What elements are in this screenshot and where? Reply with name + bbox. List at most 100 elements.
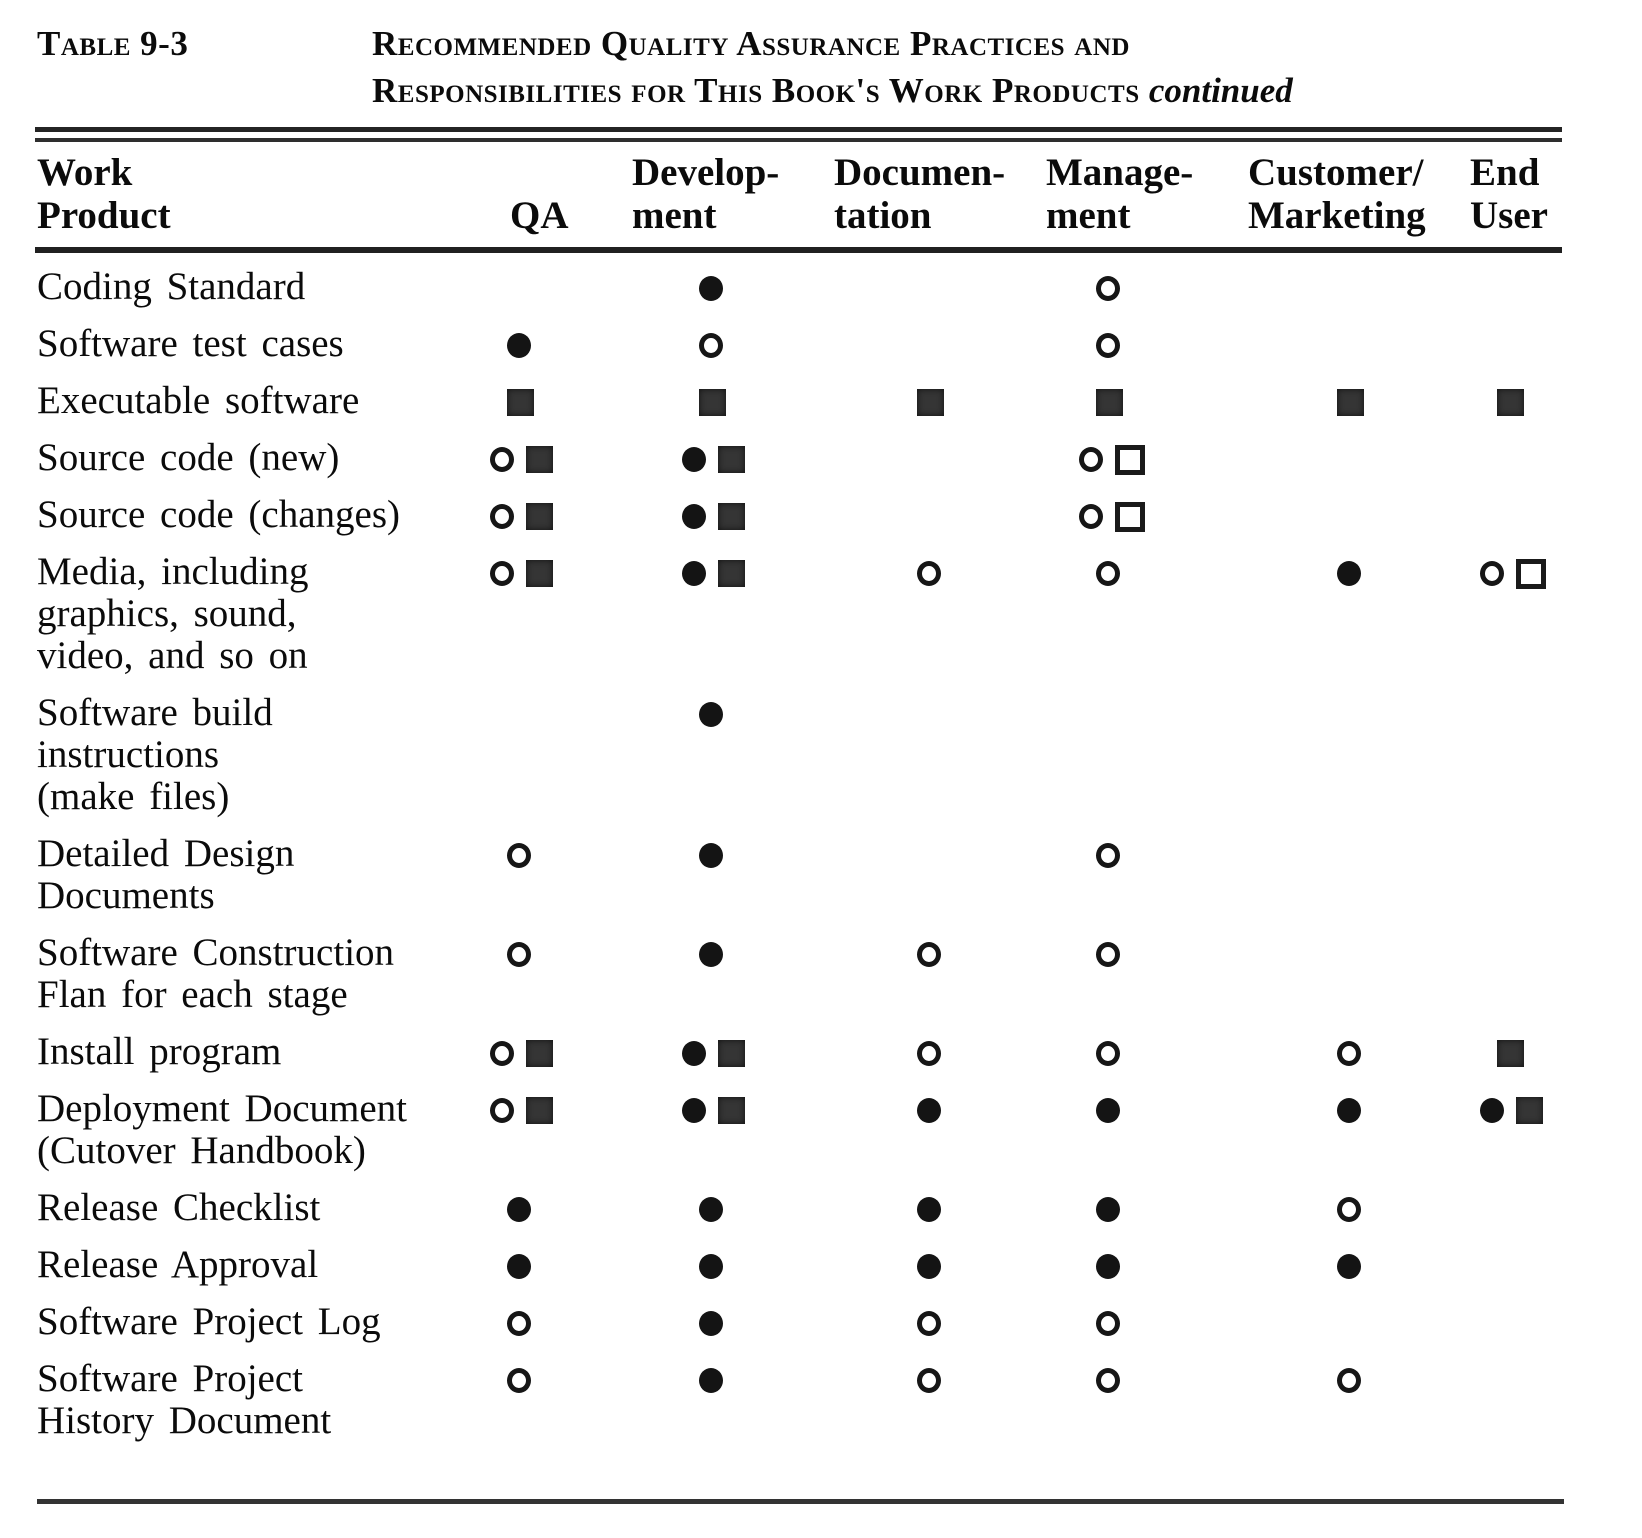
table-row: Source code (changes) xyxy=(0,494,1642,536)
cell-management xyxy=(1010,692,1210,818)
open-circle-icon xyxy=(1096,1041,1120,1066)
filled-circle-icon xyxy=(682,504,706,529)
table-title-line2-text: Responsibilities for This Book's Work Pr… xyxy=(372,71,1140,110)
filled-square-icon xyxy=(526,503,553,530)
cell-qa xyxy=(460,1358,610,1442)
open-circle-icon xyxy=(1480,561,1504,586)
open-circle-icon xyxy=(1337,1197,1361,1222)
filled-square-icon xyxy=(526,446,553,473)
cell-end-user xyxy=(1440,266,1642,308)
table-body: Coding Standard Software test cases Execut… xyxy=(0,253,1642,1442)
work-product-label-line: (make files) xyxy=(37,775,230,818)
cell-qa xyxy=(460,266,610,308)
column-header-line: Marketing xyxy=(1248,194,1426,237)
work-product-label: Executable software xyxy=(0,380,460,422)
cell-development xyxy=(610,1301,800,1343)
table-row: Deployment Document (Cutover Handbook) xyxy=(0,1088,1642,1172)
table-title-continued: continued xyxy=(1148,71,1293,110)
table-row: Detailed Design Documents xyxy=(0,833,1642,917)
open-circle-icon xyxy=(1337,1368,1361,1393)
table-row: Software build instructions (make files) xyxy=(0,692,1642,818)
table-caption: Table 9-3 Recommended Quality Assurance … xyxy=(0,20,1642,114)
cell-management xyxy=(1010,1031,1210,1073)
column-header-line: Manage- xyxy=(1046,151,1194,194)
cell-end-user xyxy=(1440,692,1642,818)
filled-circle-icon xyxy=(507,333,531,358)
work-product-label-line: (Cutover Handbook) xyxy=(37,1129,366,1172)
cell-end-user xyxy=(1440,380,1642,422)
cell-end-user xyxy=(1440,1358,1642,1442)
table-bottom-rule xyxy=(37,1499,1564,1504)
open-circle-icon xyxy=(917,1311,941,1336)
column-header-line: Work xyxy=(37,151,133,194)
filled-circle-icon xyxy=(1337,1254,1361,1279)
filled-square-icon xyxy=(507,389,534,416)
open-circle-icon xyxy=(490,561,514,586)
open-circle-icon xyxy=(490,1098,514,1123)
cell-development xyxy=(610,1244,800,1286)
work-product-label-line: Deployment Document xyxy=(37,1087,407,1130)
cell-development xyxy=(610,266,800,308)
open-circle-icon xyxy=(917,561,941,586)
work-product-label: Software Project Log xyxy=(0,1301,460,1343)
table-row: Release Checklist xyxy=(0,1187,1642,1229)
filled-circle-icon xyxy=(699,1368,723,1393)
work-product-label: Software Project History Document xyxy=(0,1358,460,1442)
filled-square-icon xyxy=(526,1040,553,1067)
cell-customer-marketing xyxy=(1210,932,1440,1016)
cell-management xyxy=(1010,380,1210,422)
cell-management xyxy=(1010,437,1210,479)
cell-qa xyxy=(460,692,610,818)
open-circle-icon xyxy=(1337,1041,1361,1066)
cell-documentation xyxy=(800,266,1010,308)
cell-management xyxy=(1010,494,1210,536)
filled-circle-icon xyxy=(699,942,723,967)
cell-customer-marketing xyxy=(1210,437,1440,479)
work-product-label: Release Approval xyxy=(0,1244,460,1286)
work-product-label: Software Construction Flan for each stage xyxy=(0,932,460,1016)
table-top-rule xyxy=(35,127,1562,142)
cell-qa xyxy=(460,833,610,917)
open-circle-icon xyxy=(507,1311,531,1336)
work-product-label: Software test cases xyxy=(0,323,460,365)
filled-square-icon xyxy=(1516,1097,1543,1124)
column-header-line: End xyxy=(1470,151,1540,194)
column-header-development: Develop-ment xyxy=(610,151,800,237)
work-product-label: Source code (changes) xyxy=(0,494,460,536)
work-product-label-line: Detailed Design xyxy=(37,832,295,875)
cell-qa xyxy=(460,494,610,536)
cell-end-user xyxy=(1440,1031,1642,1073)
cell-customer-marketing xyxy=(1210,266,1440,308)
table-row: Release Approval xyxy=(0,1244,1642,1286)
cell-management xyxy=(1010,833,1210,917)
open-circle-icon xyxy=(1079,504,1103,529)
filled-square-icon xyxy=(1337,389,1364,416)
open-square-icon xyxy=(1115,502,1145,532)
filled-square-icon xyxy=(718,560,745,587)
cell-management xyxy=(1010,1187,1210,1229)
filled-square-icon xyxy=(718,503,745,530)
open-circle-icon xyxy=(1096,942,1120,967)
work-product-label: Install program xyxy=(0,1031,460,1073)
cell-qa xyxy=(460,551,610,677)
cell-management xyxy=(1010,932,1210,1016)
work-product-label-line: Software Project Log xyxy=(37,1300,381,1343)
table-title-line1: Recommended Quality Assurance Practices … xyxy=(372,24,1130,63)
cell-management xyxy=(1010,1358,1210,1442)
table-row: Coding Standard xyxy=(0,266,1642,308)
work-product-label-line: Coding Standard xyxy=(37,265,306,308)
cell-end-user xyxy=(1440,437,1642,479)
open-circle-icon xyxy=(1096,1311,1120,1336)
filled-circle-icon xyxy=(682,561,706,586)
work-product-label-line: Software build xyxy=(37,691,273,734)
table-row: Executable software xyxy=(0,380,1642,422)
open-circle-icon xyxy=(1079,447,1103,472)
cell-customer-marketing xyxy=(1210,494,1440,536)
cell-development xyxy=(610,932,800,1016)
table-label: Table 9-3 xyxy=(37,24,189,63)
cell-customer-marketing xyxy=(1210,1301,1440,1343)
cell-qa xyxy=(460,1088,610,1172)
filled-circle-icon xyxy=(699,276,723,301)
cell-development xyxy=(610,551,800,677)
table-row: Source code (new) xyxy=(0,437,1642,479)
